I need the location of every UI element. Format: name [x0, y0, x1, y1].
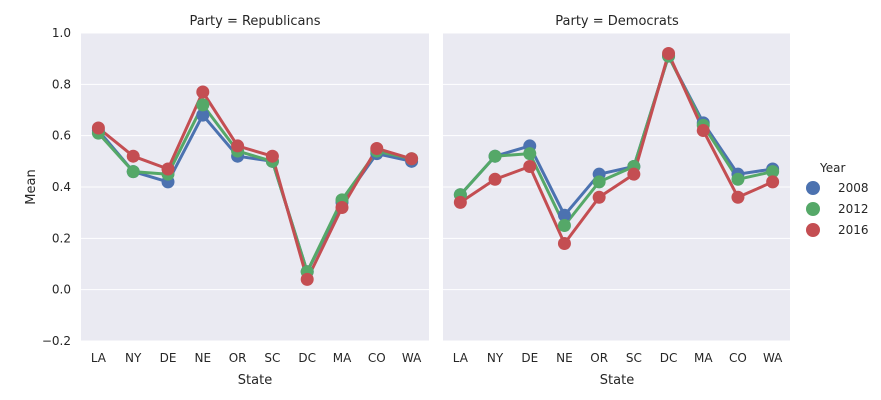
x-tick-label: NY — [125, 351, 142, 365]
data-point-2016 — [662, 47, 675, 60]
x-tick-labels: LA NY DE NE OR SC DC MA CO WA — [453, 351, 783, 365]
x-tick-label: DE — [160, 351, 177, 365]
data-point-2012 — [196, 98, 209, 111]
x-tick-label: NY — [487, 351, 504, 365]
data-point-2012 — [127, 165, 140, 178]
x-tick-label: LA — [453, 351, 469, 365]
x-tick-label: OR — [590, 351, 608, 365]
x-axis-label: State — [238, 373, 272, 388]
x-tick-labels: LA NY DE NE OR SC DC MA CO WA — [91, 351, 422, 365]
legend-label-2008: 2008 — [838, 181, 869, 195]
legend-marker-2016 — [806, 223, 820, 237]
y-tick-label: 0.2 — [52, 231, 71, 245]
x-tick-label: CO — [368, 351, 386, 365]
data-point-2016 — [405, 152, 418, 165]
data-point-2016 — [92, 121, 105, 134]
data-point-2016 — [196, 86, 209, 99]
y-tick-label: 0.6 — [52, 129, 71, 143]
y-tick-label: −0.2 — [42, 334, 71, 348]
data-point-2016 — [697, 124, 710, 137]
data-point-2016 — [162, 163, 175, 176]
panel-title: Party = Democrats — [555, 14, 679, 29]
panel-title: Party = Republicans — [189, 14, 320, 29]
data-point-2012 — [558, 219, 571, 232]
legend-marker-2012 — [806, 202, 820, 216]
x-tick-label: CO — [729, 351, 747, 365]
data-point-2016 — [370, 142, 383, 155]
legend-marker-2008 — [806, 181, 820, 195]
y-tick-labels: −0.2 0.0 0.2 0.4 0.6 0.8 1.0 — [42, 26, 71, 348]
y-axis-label: Mean — [24, 169, 39, 204]
data-point-2016 — [731, 191, 744, 204]
data-point-2016 — [127, 150, 140, 163]
data-point-2012 — [593, 175, 606, 188]
x-axis-label: State — [600, 373, 634, 388]
data-point-2016 — [766, 175, 779, 188]
x-tick-label: NE — [195, 351, 212, 365]
data-point-2016 — [301, 273, 314, 286]
x-tick-label: SC — [264, 351, 280, 365]
data-point-2016 — [593, 191, 606, 204]
data-point-2012 — [523, 147, 536, 160]
panel-democrats: Party = Democrats LA NY DE NE OR SC DC MA CO WA S… — [443, 14, 790, 388]
legend: Year 2008 2012 2016 — [806, 161, 869, 237]
data-point-2016 — [489, 173, 502, 186]
x-tick-label: SC — [626, 351, 642, 365]
y-tick-label: 1.0 — [52, 26, 71, 40]
data-point-2012 — [731, 173, 744, 186]
legend-label-2016: 2016 — [838, 223, 869, 237]
y-tick-label: 0.8 — [52, 77, 71, 91]
data-point-2016 — [231, 139, 244, 152]
data-point-2016 — [336, 201, 349, 214]
data-point-2016 — [627, 168, 640, 181]
x-tick-label: NE — [556, 351, 573, 365]
x-tick-label: WA — [763, 351, 783, 365]
y-tick-label: 0.0 — [52, 283, 71, 297]
x-tick-label: LA — [91, 351, 107, 365]
x-tick-label: DE — [521, 351, 538, 365]
x-tick-label: DC — [298, 351, 316, 365]
x-tick-label: WA — [402, 351, 422, 365]
data-point-2016 — [266, 150, 279, 163]
legend-label-2012: 2012 — [838, 202, 869, 216]
y-tick-label: 0.4 — [52, 180, 71, 194]
x-tick-label: MA — [694, 351, 713, 365]
data-point-2016 — [558, 237, 571, 250]
panel-republicans: Party = Republicans LA NY DE NE OR SC DC MA CO WA… — [42, 14, 429, 388]
data-point-2012 — [489, 150, 502, 163]
x-tick-label: OR — [229, 351, 247, 365]
legend-title: Year — [819, 161, 845, 175]
x-tick-label: DC — [660, 351, 678, 365]
x-tick-label: MA — [333, 351, 352, 365]
data-point-2016 — [523, 160, 536, 173]
data-point-2016 — [454, 196, 467, 209]
